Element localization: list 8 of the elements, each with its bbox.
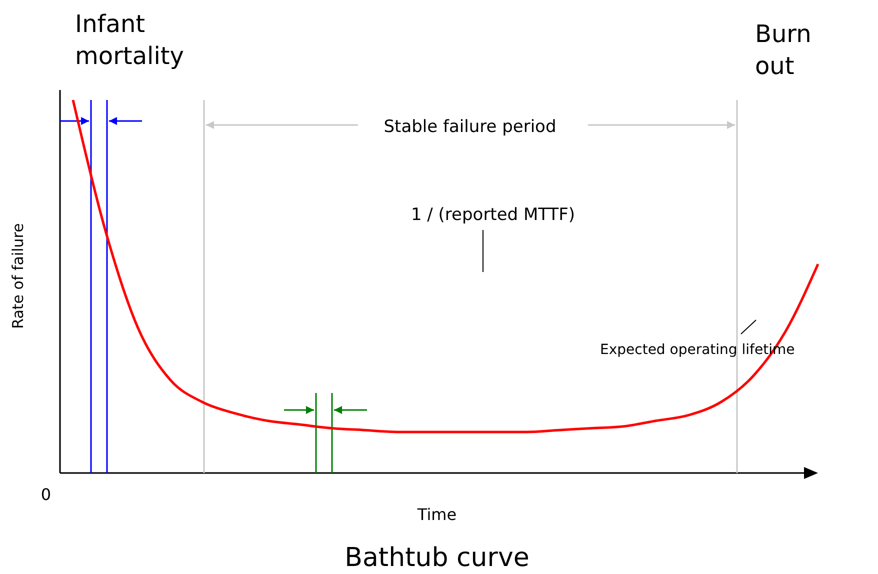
text: Bathtub curve xyxy=(344,543,530,573)
annotation: 1 / (reported MTTF) xyxy=(410,205,576,225)
y-axis-title: Rate of failure xyxy=(9,223,27,329)
x-axis-title: Time xyxy=(416,505,457,524)
annotation: Stable failure period xyxy=(384,117,556,137)
text: 0 xyxy=(40,485,52,504)
text: Burn out xyxy=(755,20,812,80)
text: Infant mortality xyxy=(75,10,184,70)
